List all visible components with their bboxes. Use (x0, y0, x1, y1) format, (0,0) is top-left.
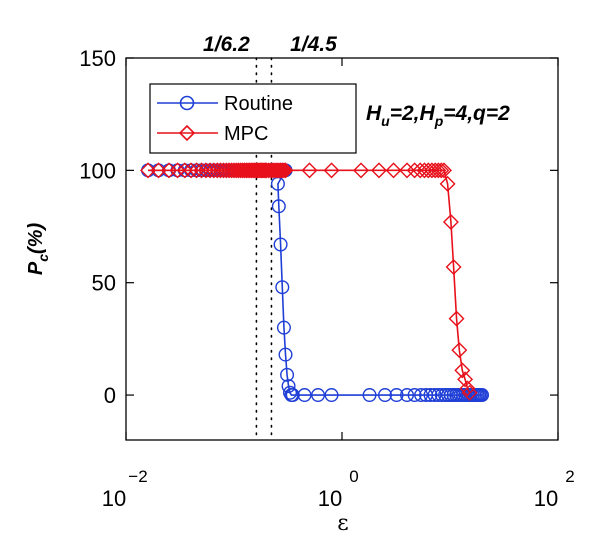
data-point (439, 175, 456, 192)
annotation-part-3: =4,q=2 (443, 102, 510, 125)
data-point (169, 162, 186, 179)
data-point (274, 162, 291, 179)
y-label-main: P (25, 261, 47, 275)
x-axis-label: ε (337, 511, 348, 536)
annotation-part-1: H (366, 102, 382, 125)
data-point (442, 214, 459, 231)
data-point (275, 280, 290, 295)
data-point (277, 162, 294, 179)
data-point (459, 380, 476, 397)
data-point (370, 162, 387, 179)
y-tick-label: 0 (104, 383, 116, 408)
legend-marker-mpc (178, 124, 196, 142)
data-point (416, 162, 433, 179)
data-point (399, 162, 416, 179)
reference-line-label-1: 1/6.2 (203, 33, 250, 56)
annotation-part-2: =2,H (390, 102, 436, 125)
reference-line-label-2: 1/4.5 (290, 33, 337, 56)
annotation-sub-1: u (381, 113, 390, 129)
data-point (400, 388, 415, 403)
data-point (427, 388, 442, 403)
data-point (297, 388, 312, 403)
data-point (412, 162, 429, 179)
data-point (311, 388, 326, 403)
data-point (389, 388, 404, 403)
data-point (362, 388, 377, 403)
data-point (276, 320, 291, 335)
data-point (202, 162, 219, 179)
data-point (454, 362, 471, 379)
data-point (272, 162, 289, 179)
y-label-sub: c (35, 254, 51, 262)
x-tick-exponent: 2 (565, 467, 574, 486)
vertical-reference-lines: 1/6.2 1/4.5 (203, 33, 337, 441)
data-point (475, 388, 490, 403)
data-point (301, 162, 318, 179)
data-point (150, 162, 167, 179)
data-point (281, 379, 296, 394)
x-tick-exponent: −2 (128, 467, 147, 486)
y-axis-label: Pc(%) (25, 223, 51, 276)
data-point (324, 388, 339, 403)
data-point (385, 162, 402, 179)
annotation-sub-2: p (434, 113, 444, 129)
data-point (285, 388, 300, 403)
x-tick-base: 10 (102, 486, 126, 511)
legend-marker-routine (179, 95, 195, 111)
data-point (461, 384, 478, 401)
legend-label-routine: Routine (224, 93, 293, 115)
data-point (176, 162, 193, 179)
data-point (275, 162, 292, 179)
series-mpc (140, 162, 478, 401)
y-label-rest: (%) (25, 223, 47, 254)
data-point (280, 367, 295, 382)
legend: Routine MPC (149, 83, 357, 154)
data-point (433, 162, 450, 179)
series-layer (140, 162, 490, 403)
data-point (457, 371, 474, 388)
data-point (323, 162, 340, 179)
legend-label-mpc: MPC (224, 123, 268, 145)
data-point (353, 162, 370, 179)
data-point (271, 199, 286, 214)
data-point (445, 258, 462, 275)
y-tick-label: 100 (79, 158, 116, 183)
data-point (448, 310, 465, 327)
x-tick-exponent: 0 (349, 467, 358, 486)
data-point (430, 162, 447, 179)
y-tick-label: 50 (92, 271, 116, 296)
data-point (183, 162, 200, 179)
data-point (407, 388, 422, 403)
data-point (282, 385, 297, 400)
data-point (451, 342, 468, 359)
parameter-annotation: Hu=2,Hp=4,q=2 (366, 102, 510, 129)
legend-box (149, 83, 357, 154)
x-tick-base: 10 (534, 486, 558, 511)
data-point (434, 388, 449, 403)
data-point (377, 388, 392, 403)
data-point (436, 162, 452, 179)
data-point (197, 162, 214, 179)
data-point (270, 162, 287, 179)
data-point (215, 162, 232, 179)
data-point (423, 388, 438, 403)
y-axis-ticks: 0 50 100 150 (79, 46, 558, 408)
data-point (273, 237, 288, 252)
data-point (140, 162, 157, 179)
data-point (278, 347, 293, 362)
data-point (270, 176, 285, 191)
data-point (414, 388, 429, 403)
x-tick-base: 10 (318, 486, 342, 511)
y-tick-label: 150 (79, 46, 116, 71)
